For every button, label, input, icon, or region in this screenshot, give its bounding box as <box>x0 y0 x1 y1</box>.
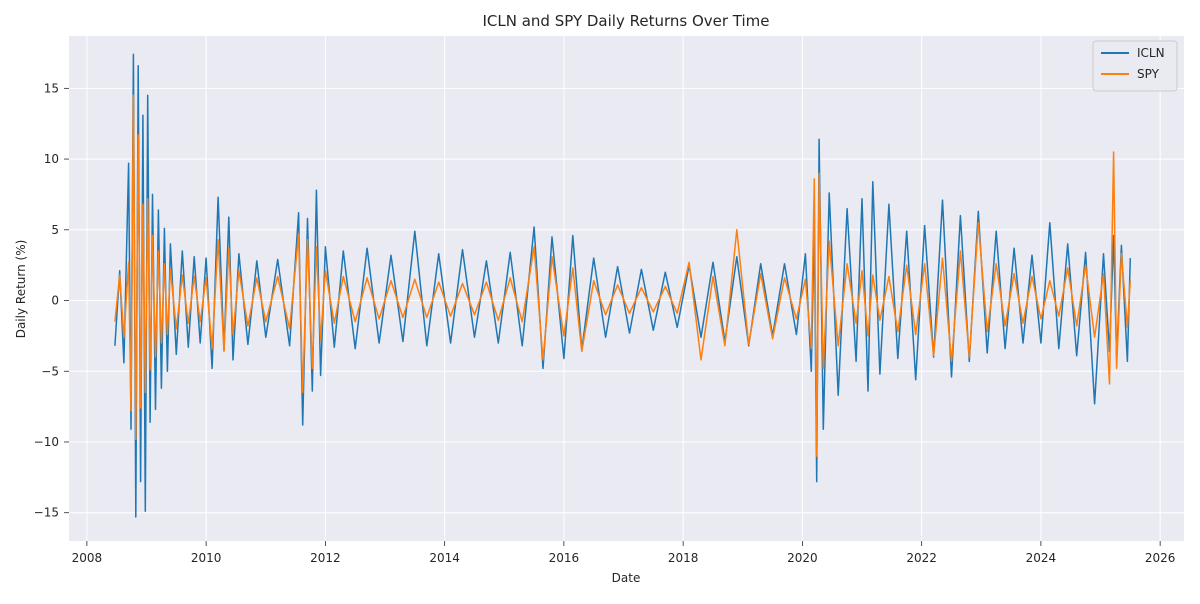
y-tick-label: −5 <box>41 364 59 378</box>
y-tick-label: 15 <box>44 81 59 95</box>
y-tick-label: 0 <box>51 294 59 308</box>
x-axis-label: Date <box>612 571 641 585</box>
x-tick-label: 2022 <box>906 551 937 565</box>
y-axis-label: Daily Return (%) <box>14 240 28 339</box>
x-tick-label: 2014 <box>429 551 460 565</box>
chart-title: ICLN and SPY Daily Returns Over Time <box>482 12 769 30</box>
x-tick-label: 2018 <box>668 551 699 565</box>
x-tick-label: 2008 <box>72 551 103 565</box>
y-tick-label: −15 <box>34 506 59 520</box>
y-tick-label: −10 <box>34 435 59 449</box>
plot-area: 2008 2010 2012 2014 2016 2018 2020 2022 2024 2026… <box>34 36 1184 565</box>
legend-label-spy: SPY <box>1137 67 1160 81</box>
x-tick-label: 2010 <box>191 551 222 565</box>
legend: ICLN SPY <box>1092 40 1178 92</box>
legend-label-icln: ICLN <box>1137 46 1165 60</box>
x-tick-label: 2016 <box>549 551 580 565</box>
y-tick-label: 10 <box>44 152 59 166</box>
x-tick-label: 2020 <box>787 551 818 565</box>
x-tick-label: 2012 <box>310 551 341 565</box>
series-line-spy <box>114 94 1132 457</box>
x-tick-label: 2024 <box>1026 551 1057 565</box>
x-tick-label: 2026 <box>1145 551 1176 565</box>
y-tick-label: 5 <box>51 223 59 237</box>
